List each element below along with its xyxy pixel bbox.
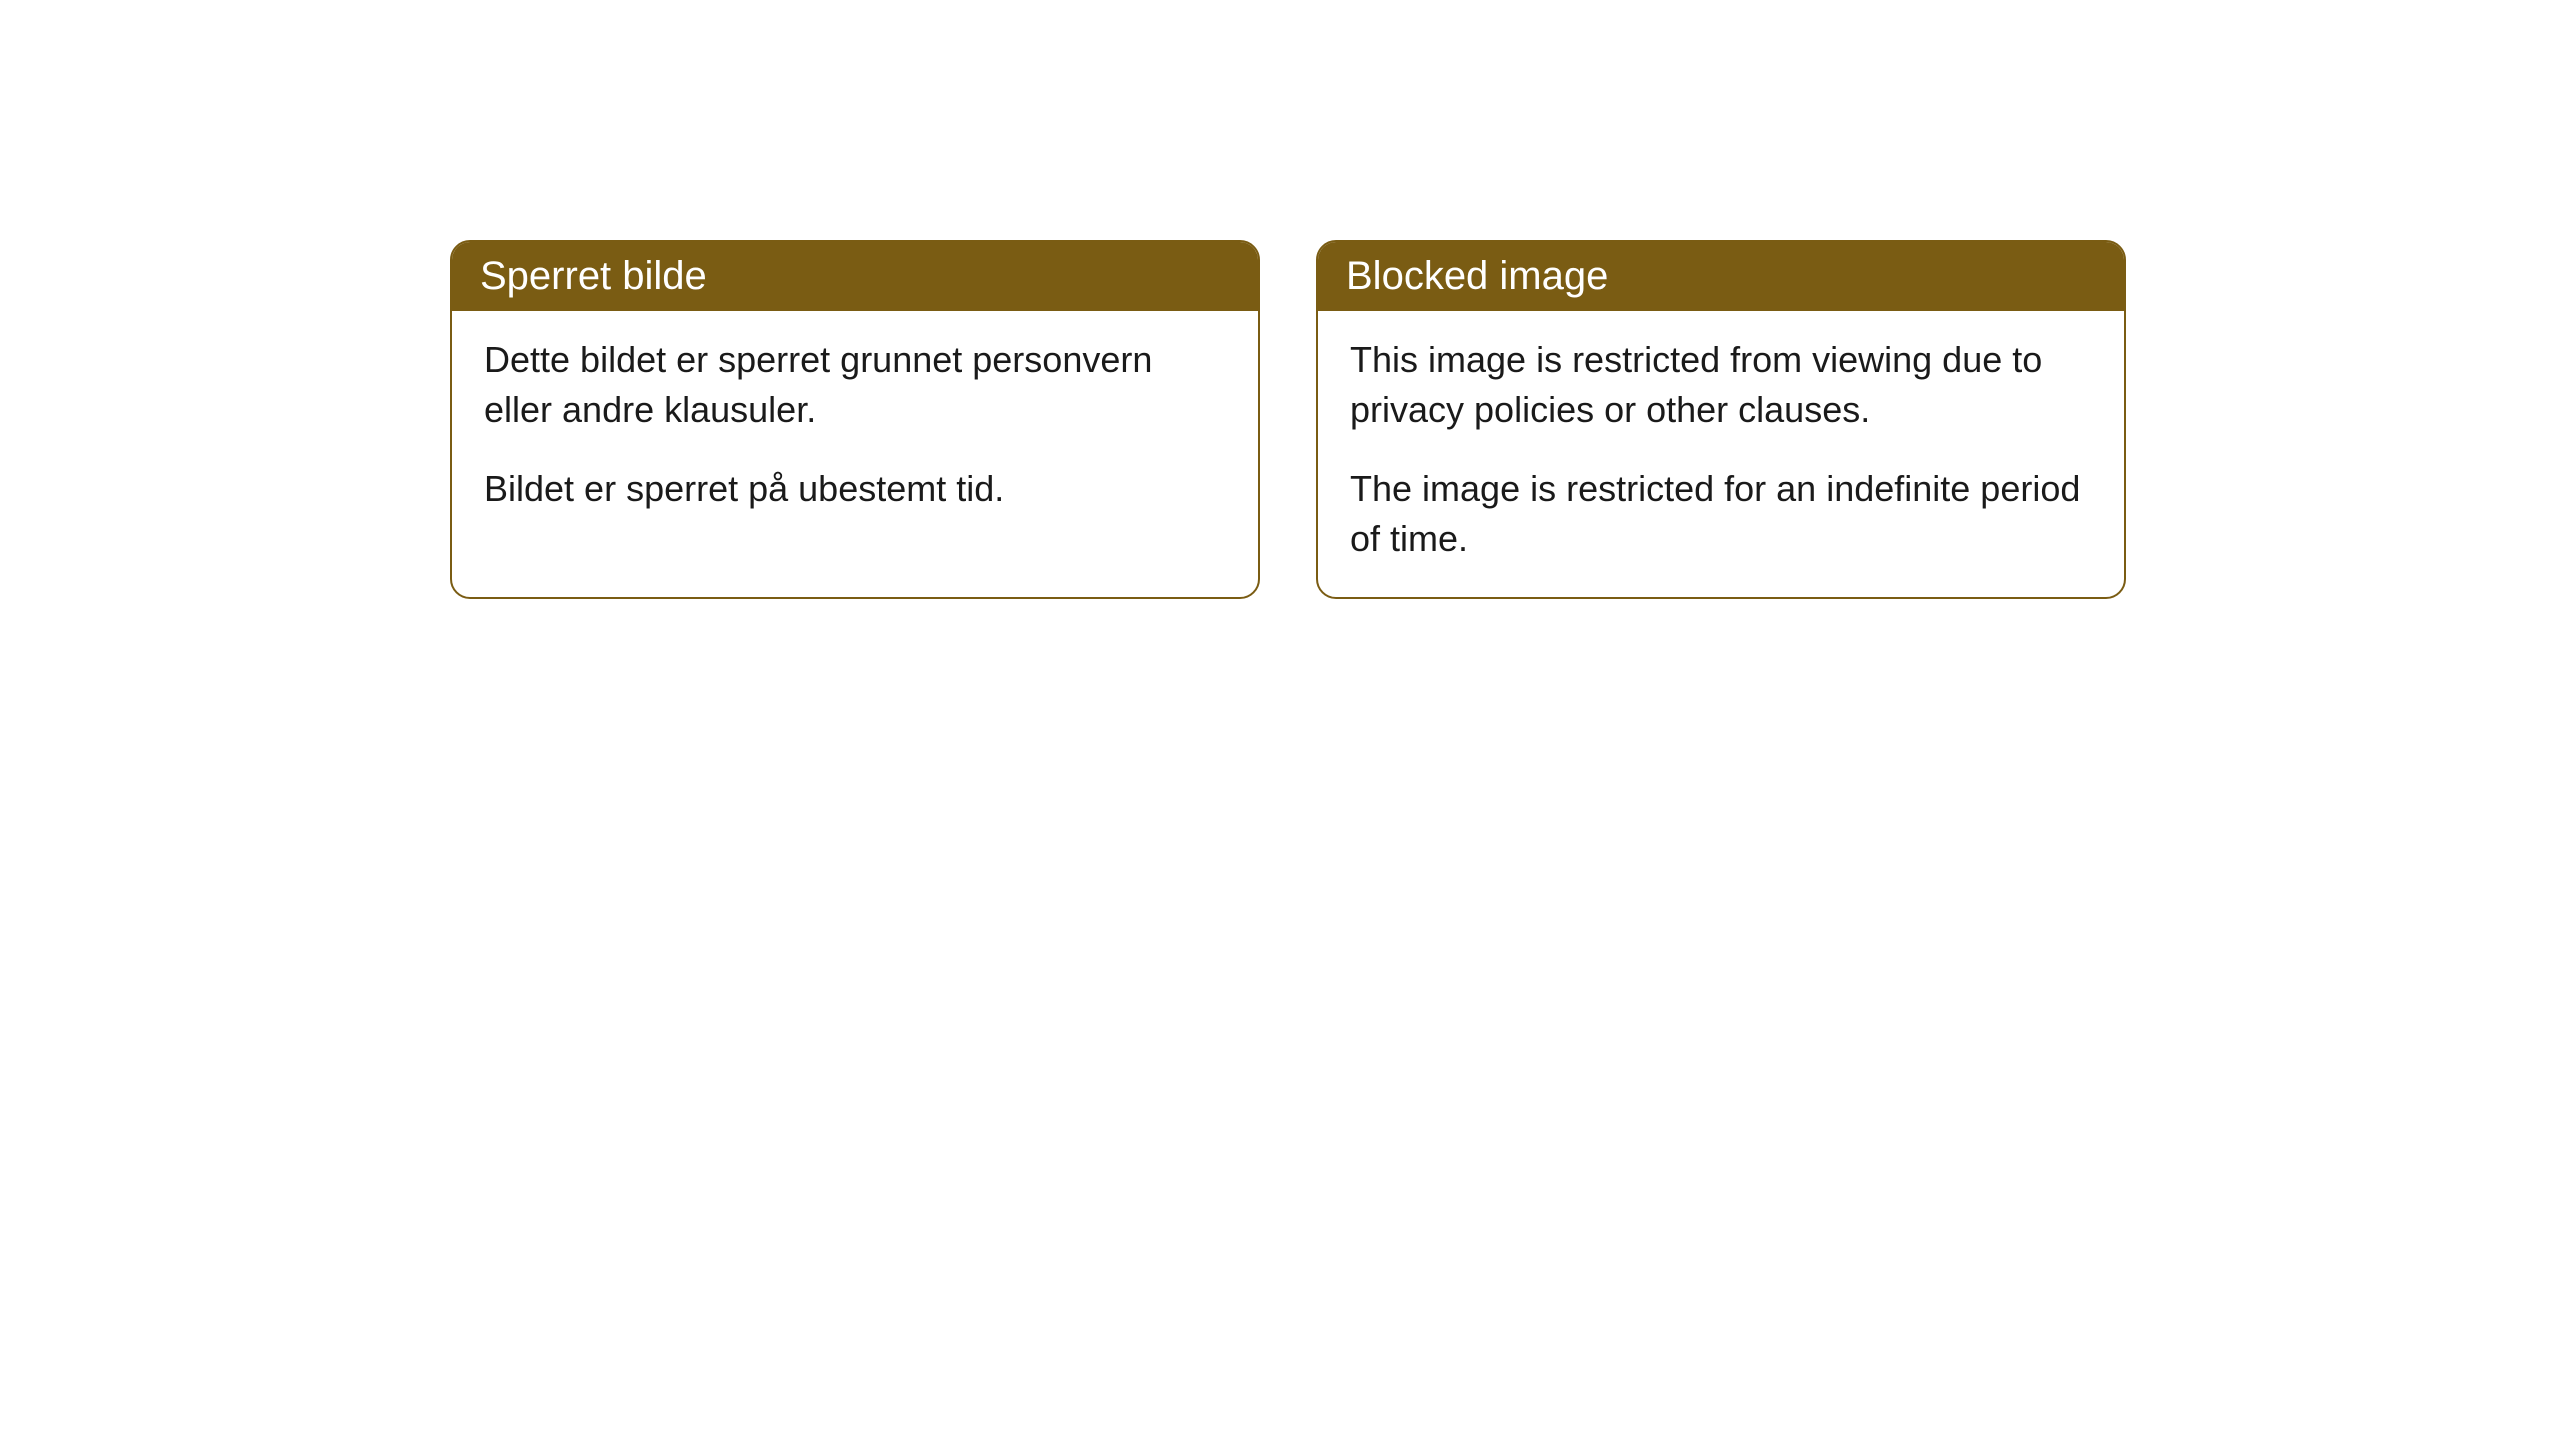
card-paragraph-1-no: Dette bildet er sperret grunnet personve…	[484, 335, 1226, 436]
card-paragraph-1-en: This image is restricted from viewing du…	[1350, 335, 2092, 436]
blocked-image-card-no: Sperret bilde Dette bildet er sperret gr…	[450, 240, 1260, 599]
card-header-no: Sperret bilde	[452, 242, 1258, 311]
card-body-no: Dette bildet er sperret grunnet personve…	[452, 311, 1258, 546]
card-body-en: This image is restricted from viewing du…	[1318, 311, 2124, 597]
card-header-en: Blocked image	[1318, 242, 2124, 311]
notice-cards-container: Sperret bilde Dette bildet er sperret gr…	[450, 240, 2126, 599]
card-paragraph-2-no: Bildet er sperret på ubestemt tid.	[484, 464, 1226, 514]
blocked-image-card-en: Blocked image This image is restricted f…	[1316, 240, 2126, 599]
card-title-no: Sperret bilde	[480, 254, 707, 298]
card-title-en: Blocked image	[1346, 254, 1608, 298]
card-paragraph-2-en: The image is restricted for an indefinit…	[1350, 464, 2092, 565]
